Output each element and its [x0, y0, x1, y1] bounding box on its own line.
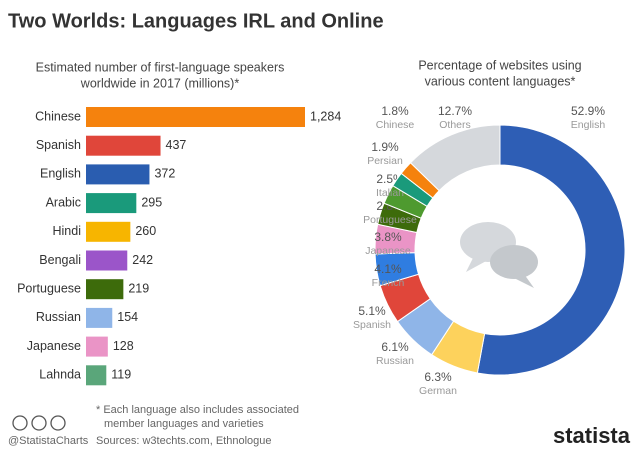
slice-value-label: 4.1%: [374, 262, 402, 276]
slice-value-label: 3.8%: [374, 230, 402, 244]
bar: [86, 135, 161, 156]
slice-name-label: Spanish: [353, 319, 391, 331]
slice-name-label: Portuguese: [363, 214, 417, 226]
brand-logo: statista: [553, 423, 631, 448]
slice-name-label: Russian: [376, 355, 414, 367]
slice-value-label: 52.9%: [571, 104, 605, 118]
value-label: 242: [132, 253, 153, 267]
bar: [86, 307, 113, 328]
slice-value-label: 1.9%: [371, 140, 399, 154]
slice-name-label: English: [571, 119, 606, 131]
slice-name-label: Italian: [376, 187, 404, 199]
category-label: Lahnda: [39, 368, 81, 382]
bar: [86, 279, 124, 300]
pie-chart-title: Percentage of websites using: [418, 58, 581, 72]
value-label: 260: [135, 224, 156, 238]
donut-slice: [476, 124, 626, 376]
source: Sources: w3techts.com, Ethnologue: [96, 435, 271, 447]
value-label: 219: [128, 281, 149, 295]
slice-value-label: 6.3%: [424, 370, 452, 384]
credit: @StatistaCharts: [8, 435, 89, 447]
value-label: 295: [141, 195, 162, 209]
slice-name-label: Chinese: [376, 119, 415, 131]
bar: [86, 250, 128, 271]
footnote: member languages and varieties: [104, 418, 264, 430]
category-label: Chinese: [35, 109, 81, 123]
slice-value-label: 5.1%: [358, 304, 386, 318]
bar: [86, 193, 137, 214]
speech-icon: [460, 222, 538, 288]
slice-value-label: 6.1%: [381, 340, 409, 354]
slice-value-label: 12.7%: [438, 104, 472, 118]
footnote: * Each language also includes associated: [96, 404, 299, 416]
value-label: 154: [117, 310, 138, 324]
donut-slice: [409, 124, 501, 192]
value-label: 1,284: [310, 109, 341, 123]
bar-chart-title: Estimated number of first-language speak…: [36, 60, 285, 74]
pie-chart-title: various content languages*: [425, 74, 576, 88]
category-label: Hindi: [53, 224, 82, 238]
page-title: Two Worlds: Languages IRL and Online: [8, 10, 384, 32]
value-label: 437: [166, 138, 187, 152]
slice-value-label: 1.8%: [381, 104, 409, 118]
bar: [86, 365, 107, 386]
slice-name-label: Persian: [367, 155, 403, 167]
slice-name-label: Others: [439, 119, 471, 131]
category-label: Bengali: [39, 253, 81, 267]
bar-chart-title: worldwide in 2017 (millions)*: [80, 76, 240, 90]
value-label: 119: [111, 368, 131, 382]
slice-name-label: German: [419, 385, 457, 397]
slice-name-label: Japanese: [365, 245, 411, 257]
license-icons: [12, 415, 66, 431]
value-label: 128: [113, 339, 134, 353]
value-label: 372: [154, 167, 175, 181]
category-label: Spanish: [36, 138, 81, 152]
bar: [86, 336, 108, 357]
category-label: Portuguese: [17, 281, 81, 295]
category-label: Russian: [36, 310, 81, 324]
category-label: Japanese: [27, 339, 81, 353]
slice-name-label: French: [372, 277, 405, 289]
bar: [86, 164, 150, 185]
category-label: English: [40, 167, 81, 181]
bar: [86, 107, 305, 127]
bar: [86, 221, 131, 242]
category-label: Arabic: [46, 195, 81, 209]
